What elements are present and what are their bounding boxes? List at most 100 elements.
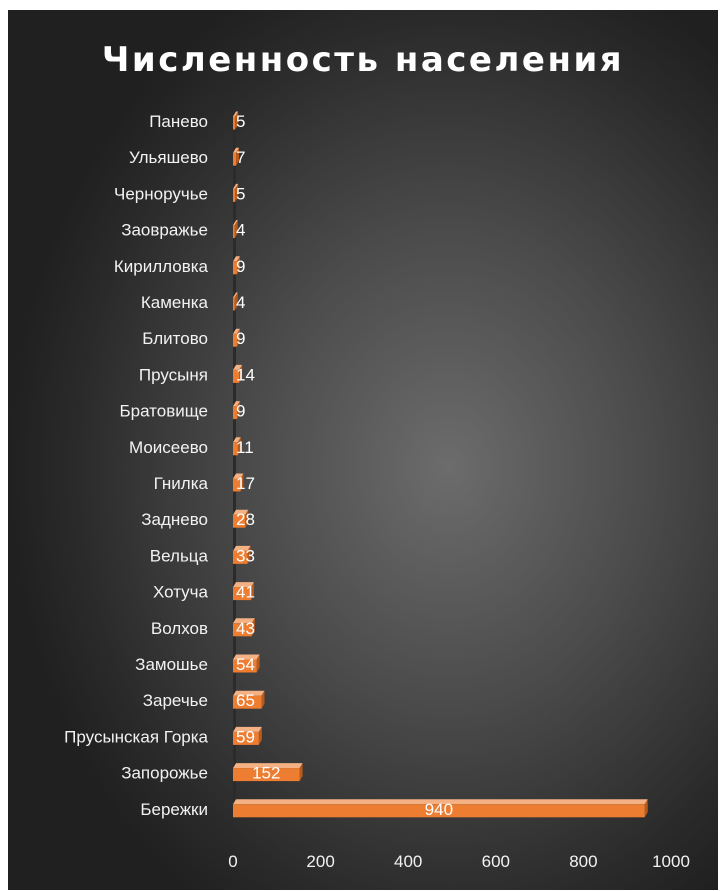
- bar-top: [233, 364, 243, 370]
- bar-side: [256, 654, 260, 673]
- chart-plot: Панево Ульяшево Черноручье Заовражье Кирилло…: [64, 102, 690, 871]
- bar: [233, 763, 303, 782]
- x-tick-label: 200: [306, 852, 334, 871]
- bar-front: [233, 478, 241, 492]
- data-label: 17: [236, 474, 255, 493]
- data-label: 54: [236, 655, 255, 674]
- data-label: 5: [236, 112, 245, 131]
- bar-front: [233, 587, 251, 601]
- bar: [233, 147, 240, 166]
- data-label: 9: [236, 257, 245, 276]
- bar-front: [233, 406, 237, 420]
- data-label: 65: [236, 691, 255, 710]
- bar: [233, 292, 238, 311]
- bar: [233, 183, 239, 202]
- bar: [233, 509, 249, 528]
- bar: [233, 582, 254, 601]
- bar-top: [233, 256, 240, 262]
- bar-side: [235, 183, 239, 202]
- category-label: Прусыня: [139, 365, 208, 384]
- data-label: 5: [236, 184, 245, 203]
- category-label: Моисеево: [129, 438, 208, 457]
- category-label: Черноручье: [114, 184, 208, 203]
- bar: [233, 690, 265, 709]
- bar-top: [233, 582, 254, 588]
- bar-top: [233, 220, 238, 226]
- bar-side: [299, 763, 303, 782]
- bar-front: [233, 333, 237, 347]
- bar-side: [644, 799, 648, 818]
- data-label: 41: [236, 583, 255, 602]
- bar-front: [233, 768, 300, 782]
- bar-top: [233, 401, 240, 407]
- bar: [233, 220, 238, 239]
- bar: [233, 437, 241, 456]
- bar-front: [233, 261, 237, 275]
- data-label: 59: [236, 727, 255, 746]
- data-label: 152: [252, 764, 280, 783]
- bar: [233, 726, 262, 745]
- bar-front: [233, 188, 236, 202]
- bar-side: [236, 401, 240, 420]
- bar-top: [233, 111, 239, 117]
- bar-side: [251, 618, 255, 637]
- category-label: Панево: [149, 112, 208, 131]
- data-label: 7: [236, 148, 245, 167]
- data-label: 14: [236, 365, 255, 384]
- bar-side: [258, 726, 262, 745]
- bar-front: [233, 731, 259, 745]
- bar: [233, 473, 244, 492]
- data-label: 9: [236, 329, 245, 348]
- category-label: Волхов: [151, 619, 208, 638]
- bar-side: [245, 509, 249, 528]
- bar: [233, 654, 260, 673]
- bar-side: [237, 437, 241, 456]
- category-label: Кирилловка: [114, 257, 209, 276]
- data-label: 9: [236, 402, 245, 421]
- bar-side: [240, 473, 244, 492]
- bar-top: [233, 473, 244, 479]
- category-label: Прусынская Горка: [64, 727, 208, 746]
- bar-front: [233, 695, 262, 709]
- x-tick-label: 400: [394, 852, 422, 871]
- bar-front: [233, 152, 237, 166]
- bar-side: [234, 220, 238, 239]
- category-label: Ульяшево: [129, 148, 208, 167]
- bar: [233, 364, 243, 383]
- data-label: 28: [236, 510, 255, 529]
- bar-front: [233, 297, 235, 311]
- x-tick-label: 1000: [652, 852, 690, 871]
- bar-front: [233, 659, 257, 673]
- category-label: Братовище: [119, 402, 208, 421]
- bar-front: [233, 804, 645, 818]
- category-label: Бережки: [140, 800, 208, 819]
- bar: [233, 618, 255, 637]
- x-tick-label: 600: [482, 852, 510, 871]
- data-label: 4: [236, 293, 245, 312]
- data-label: 4: [236, 221, 245, 240]
- category-label: Каменка: [141, 293, 209, 312]
- bar-top: [233, 509, 249, 515]
- category-label: Замошье: [135, 655, 208, 674]
- bar-side: [236, 328, 240, 347]
- bar-side: [250, 582, 254, 601]
- category-label: Гнилка: [154, 474, 209, 493]
- bar: [233, 545, 251, 564]
- bar-top: [233, 654, 260, 660]
- bar-side: [236, 147, 240, 166]
- bar: [233, 799, 648, 818]
- bar: [233, 256, 240, 275]
- bar-side: [239, 364, 243, 383]
- category-label: Блитово: [142, 329, 208, 348]
- data-label: 940: [425, 800, 453, 819]
- data-label: 33: [236, 546, 255, 565]
- data-label: 11: [236, 438, 254, 457]
- bar: [233, 328, 240, 347]
- bar-top: [233, 799, 648, 805]
- bar-side: [235, 111, 239, 130]
- bar-front: [233, 550, 248, 564]
- category-label: Заречье: [143, 691, 208, 710]
- x-tick-label: 0: [228, 852, 237, 871]
- category-label: Хотуча: [153, 583, 209, 602]
- chart-area: Численность населения Панево Ульяшево Черн…: [8, 10, 718, 890]
